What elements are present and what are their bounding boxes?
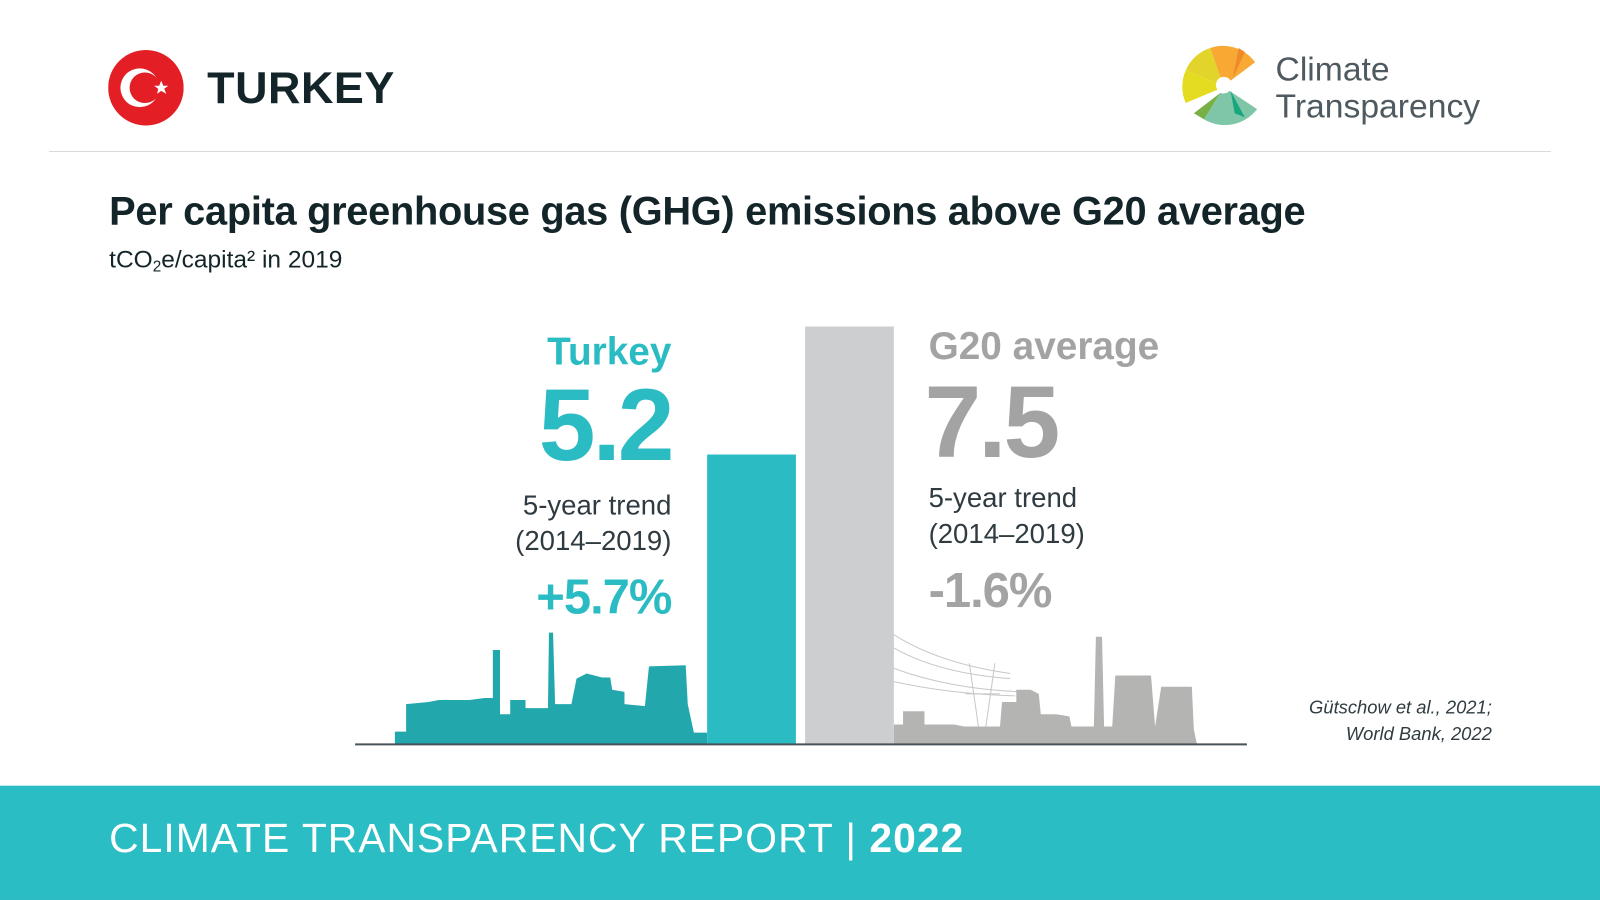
turkey-flag-icon: [108, 49, 184, 126]
turkey-skyline-icon: [394, 632, 708, 744]
chart-title: Per capita greenhouse gas (GHG) emission…: [109, 189, 1306, 234]
bar-chart: [355, 326, 1247, 746]
turkey-trend-value: +5.7%: [536, 570, 672, 625]
g20-trend-value: -1.6%: [928, 564, 1053, 619]
g20-trend-label: 5-year trend (2014–2019): [928, 482, 1085, 549]
turkey-value: 5.2: [538, 368, 675, 483]
logo-line-1: Climate: [1275, 49, 1390, 88]
header-divider: [48, 151, 1552, 153]
footer-bar: [0, 785, 1600, 900]
climate-transparency-logo-icon: [1182, 45, 1258, 126]
g20-label: G20 average: [928, 325, 1160, 369]
chart-subtitle: tCO2e/capita² in 2019: [109, 245, 343, 276]
country-name: TURKEY: [207, 63, 395, 114]
turkey-trend-label: 5-year trend (2014–2019): [515, 489, 672, 557]
turkey-label: Turkey: [547, 330, 672, 374]
logo-text: Climate Transparency: [1276, 51, 1481, 124]
bar-turkey: [707, 454, 796, 744]
g20-skyline-icon: [893, 634, 1197, 744]
g20-value: 7.5: [924, 365, 1060, 480]
source-note: Gütschow et al., 2021; World Bank, 2022: [1309, 696, 1492, 744]
footer-text: CLIMATE TRANSPARENCY REPORT | 2022: [109, 816, 965, 862]
logo-line-2: Transparency: [1275, 86, 1481, 125]
bar-g20-average: [805, 326, 894, 744]
